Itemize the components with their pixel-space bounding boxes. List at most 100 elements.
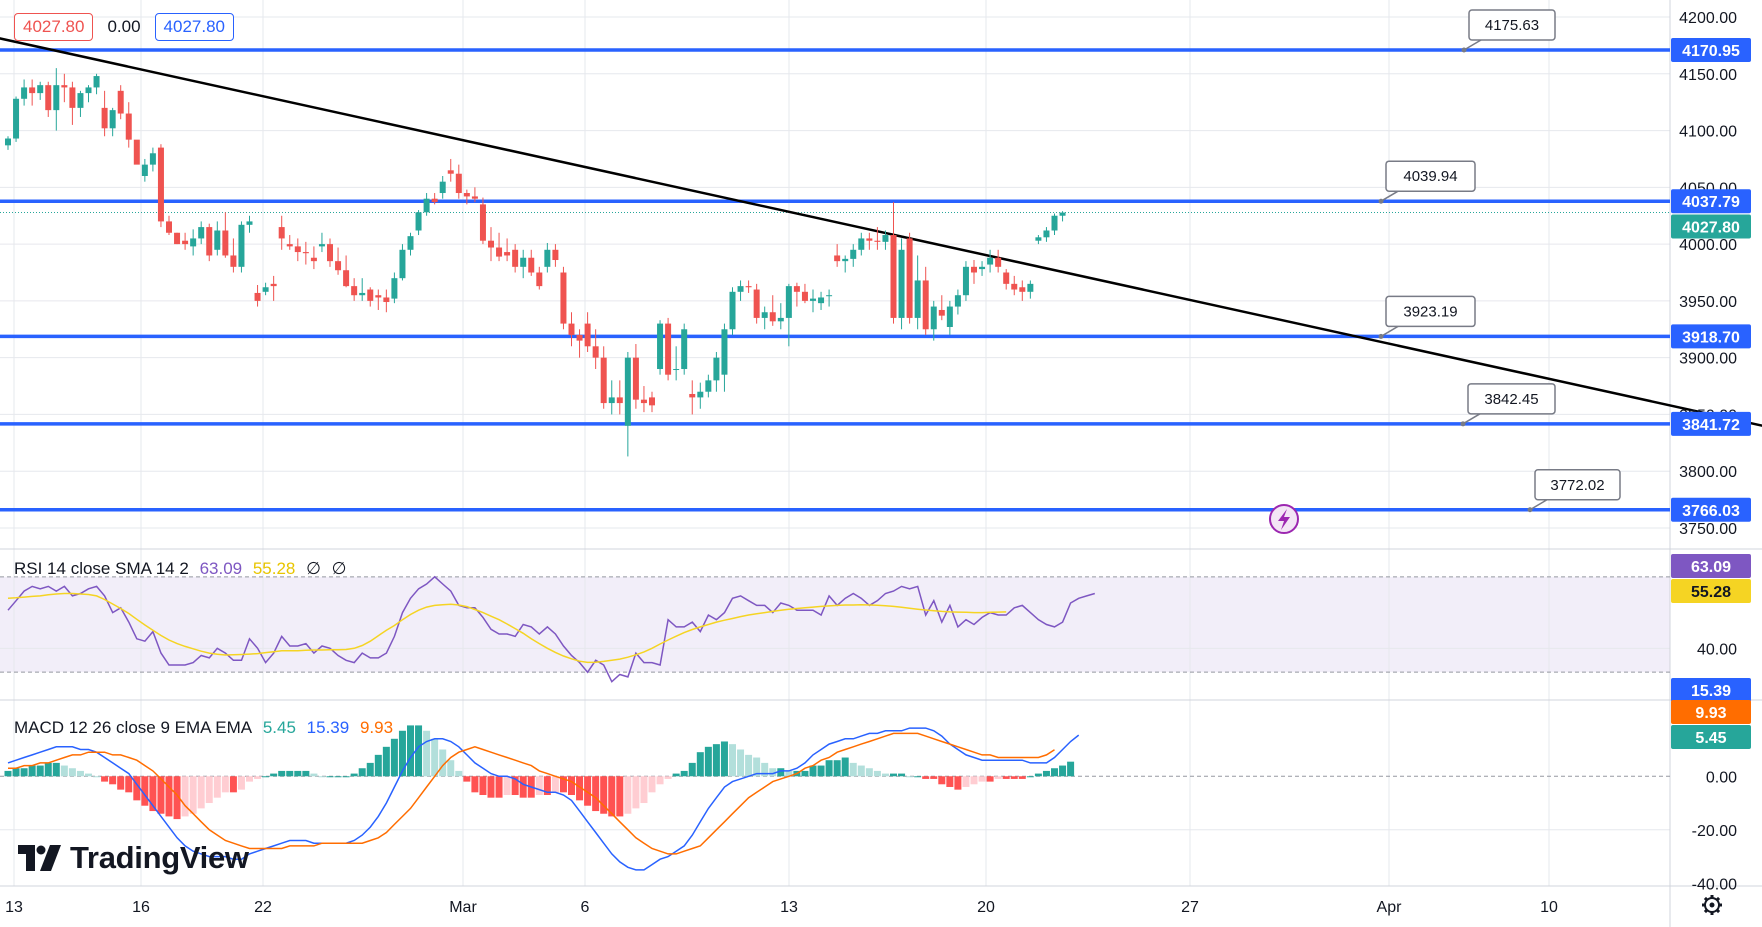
macd-hist-value-tag-bg [1671, 725, 1751, 749]
callout-box [1467, 383, 1556, 415]
candle-body [439, 181, 446, 194]
macd-histogram-bar [229, 776, 237, 793]
macd-histogram-bar [479, 776, 487, 795]
candle-body [657, 323, 664, 370]
macd-histogram-bar [841, 757, 849, 777]
macd-histogram-bar [632, 776, 640, 809]
candle-body [665, 323, 672, 375]
candle-body [1043, 230, 1050, 238]
price-axis-tick: 4150.00 [1679, 67, 1737, 84]
macd-histogram-bar [753, 757, 761, 777]
callout-anchor [1378, 198, 1384, 204]
rsi-value-tag: 63.09 [1691, 559, 1731, 576]
candle-body [351, 286, 358, 296]
candle-body [971, 266, 977, 273]
macd-histogram-bar [970, 776, 978, 785]
callout-box [1385, 295, 1476, 328]
candle-body [793, 286, 800, 292]
rsi-sma-legend-value: 55.28 [252, 559, 296, 578]
candle-body [922, 280, 929, 330]
macd-legend[interactable]: MACD 12 26 close 9 EMA EMA 5.45 15.39 9.… [14, 718, 399, 738]
macd-axis-tick: -40.00 [1692, 876, 1737, 893]
candle-body [407, 236, 414, 250]
candle-body [697, 391, 704, 398]
macd-histogram-bar [262, 776, 270, 778]
candle-body [544, 249, 551, 267]
settings-gear-icon[interactable] [1702, 895, 1722, 915]
candle-body [866, 238, 873, 241]
candle-body [1019, 287, 1026, 292]
macd-histogram-bar [503, 776, 511, 795]
candle-body [61, 85, 68, 88]
macd-histogram-bar [1026, 776, 1034, 778]
candle-body [1059, 212, 1066, 216]
candle-body [528, 257, 535, 273]
candle-body [447, 170, 454, 174]
candle-body [834, 255, 841, 262]
macd-histogram-bar [495, 776, 503, 798]
macd-axis-tick: 0.00 [1706, 769, 1737, 786]
callout-anchor [1527, 507, 1533, 513]
tradingview-logo[interactable]: TradingView [18, 840, 249, 876]
candle-body [954, 295, 961, 307]
candle-body [270, 283, 277, 287]
candle-body [979, 266, 986, 270]
macd-histogram-bar [551, 776, 559, 793]
time-axis-tick: 20 [977, 899, 995, 916]
macd-histogram-bar [85, 773, 92, 777]
macd-histogram-bar [141, 776, 149, 806]
rsi-legend[interactable]: RSI 14 close SMA 14 2 63.09 55.28 ∅ ∅ [14, 559, 352, 579]
macd-signal-value-tag-bg [1671, 700, 1751, 724]
macd-histogram-bar [390, 738, 398, 777]
macd-histogram-bar [664, 776, 672, 779]
candle-body [254, 292, 261, 301]
candle-body [85, 87, 92, 94]
candle-body [1027, 283, 1034, 292]
macd-histogram-bar [737, 749, 745, 777]
candle-body [914, 280, 921, 318]
macd-histogram-bar [624, 776, 632, 814]
candle-body [29, 87, 36, 94]
candle-body [21, 87, 28, 99]
candle-body [423, 198, 430, 213]
callout-leader [1463, 39, 1482, 51]
macd-histogram-bar [76, 770, 84, 777]
candle-body [198, 227, 205, 239]
macd-histogram-bar [865, 768, 873, 777]
candle-body [383, 297, 390, 303]
macd-histogram-bar [125, 776, 133, 793]
price-axis-tick: 3950.00 [1679, 294, 1737, 311]
macd-histogram-bar [801, 770, 809, 777]
candle-body [93, 76, 100, 88]
macd-signal-line [8, 732, 1055, 855]
candle-body [133, 139, 140, 165]
candle-body [471, 196, 478, 199]
candle-body [592, 346, 599, 358]
candle-body [496, 247, 503, 257]
macd-histogram-bar [1010, 776, 1018, 779]
macd-histogram-bar [213, 776, 221, 798]
candle-body [673, 369, 680, 371]
candle-body [117, 90, 124, 114]
candle-body [962, 266, 969, 296]
candle-body [560, 272, 567, 324]
candle-body [842, 258, 849, 262]
macd-histogram-bar [101, 776, 109, 782]
rsi-legend-title: RSI 14 close SMA 14 2 [14, 559, 189, 578]
candle-body [302, 252, 309, 254]
candle-body [182, 240, 189, 245]
macd-histogram-bar [930, 776, 938, 779]
rsi-sma-value-tag-bg [1671, 579, 1751, 603]
candle-body [890, 235, 897, 318]
time-axis-tick: 27 [1181, 899, 1199, 916]
macd-value-tag: 15.39 [1691, 683, 1731, 700]
callout-box [1468, 9, 1556, 41]
macd-histogram-bar [463, 776, 471, 782]
tradingview-logo-icon [18, 845, 61, 871]
candle-body [206, 227, 213, 256]
candle-body [906, 238, 913, 318]
candle-body [149, 153, 156, 165]
candle-body [1051, 215, 1058, 231]
candle-body [286, 244, 293, 247]
